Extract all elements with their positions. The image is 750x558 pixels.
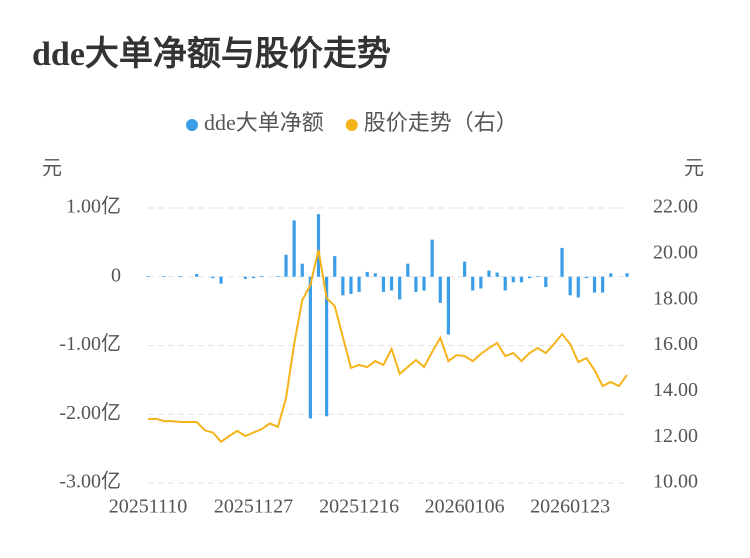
bar	[414, 276, 418, 292]
x-tick-label: 20251127	[214, 496, 293, 518]
x-tick-label: 20260106	[425, 496, 505, 518]
bar	[284, 254, 288, 277]
x-tick-label: 20251216	[319, 496, 399, 518]
y-tick-label: -3.00亿	[59, 470, 121, 493]
bar	[430, 239, 434, 277]
bar	[463, 261, 467, 277]
bar	[584, 276, 589, 279]
bar	[536, 276, 540, 277]
bar	[308, 276, 312, 419]
bar	[422, 276, 426, 291]
bar	[471, 276, 475, 291]
bar	[195, 274, 199, 277]
bar	[357, 276, 361, 292]
bar	[487, 270, 491, 277]
bar	[560, 247, 564, 277]
bar	[178, 276, 183, 277]
y2-tick-label: 20.00	[653, 241, 698, 263]
bar	[527, 276, 532, 279]
y2-tick-label: 10.00	[653, 471, 698, 493]
price-line	[147, 249, 628, 444]
y-tick-label: 1.00亿	[66, 195, 121, 218]
y2-tick-label: 12.00	[653, 425, 698, 447]
legend-marker	[186, 119, 198, 131]
bar	[243, 276, 248, 279]
bar	[568, 276, 572, 296]
y2-axis-label: 元	[684, 158, 704, 180]
bar	[341, 276, 345, 296]
bar	[519, 276, 524, 283]
bar	[592, 276, 597, 293]
bar	[625, 273, 629, 277]
y2-tick-label: 22.00	[653, 196, 698, 218]
y2-tick-label: 16.00	[653, 333, 698, 355]
bar	[511, 276, 515, 283]
bar	[576, 276, 580, 298]
bar	[260, 276, 264, 277]
y-tick-label: 0	[111, 264, 121, 286]
legend-label: dde大单净额	[204, 110, 324, 135]
bar	[446, 276, 450, 335]
bar	[251, 276, 256, 279]
bar	[438, 276, 442, 303]
bar	[373, 273, 377, 277]
bar	[349, 276, 353, 294]
bar	[211, 276, 215, 279]
bar	[219, 276, 223, 284]
bar	[398, 276, 402, 300]
chart-title: dde大单净额与股价走势	[32, 35, 391, 73]
y-tick-label: -2.00亿	[59, 401, 121, 424]
bar	[316, 214, 321, 277]
bar	[389, 276, 394, 291]
y-tick-label: -1.00亿	[59, 332, 121, 355]
legend-marker	[345, 119, 358, 131]
bar	[609, 273, 613, 277]
bar	[479, 276, 483, 289]
bar	[146, 276, 150, 277]
legend-label: 股价走势（右）	[364, 110, 518, 135]
bar	[381, 276, 386, 292]
bar	[333, 256, 337, 277]
bar	[276, 276, 280, 277]
y2-tick-label: 18.00	[653, 287, 698, 309]
y-axis-label: 元	[42, 158, 62, 180]
bar	[292, 220, 296, 277]
bar	[503, 276, 507, 291]
bar	[601, 276, 605, 293]
y2-tick-label: 14.00	[653, 379, 698, 401]
bar	[544, 276, 548, 288]
bar	[325, 276, 329, 417]
bar	[495, 272, 499, 277]
bar	[365, 271, 369, 277]
bar	[406, 263, 410, 277]
bar	[162, 276, 166, 277]
bar	[300, 263, 304, 277]
x-tick-label: 20251110	[109, 496, 188, 518]
x-tick-label: 20260123	[530, 496, 610, 518]
